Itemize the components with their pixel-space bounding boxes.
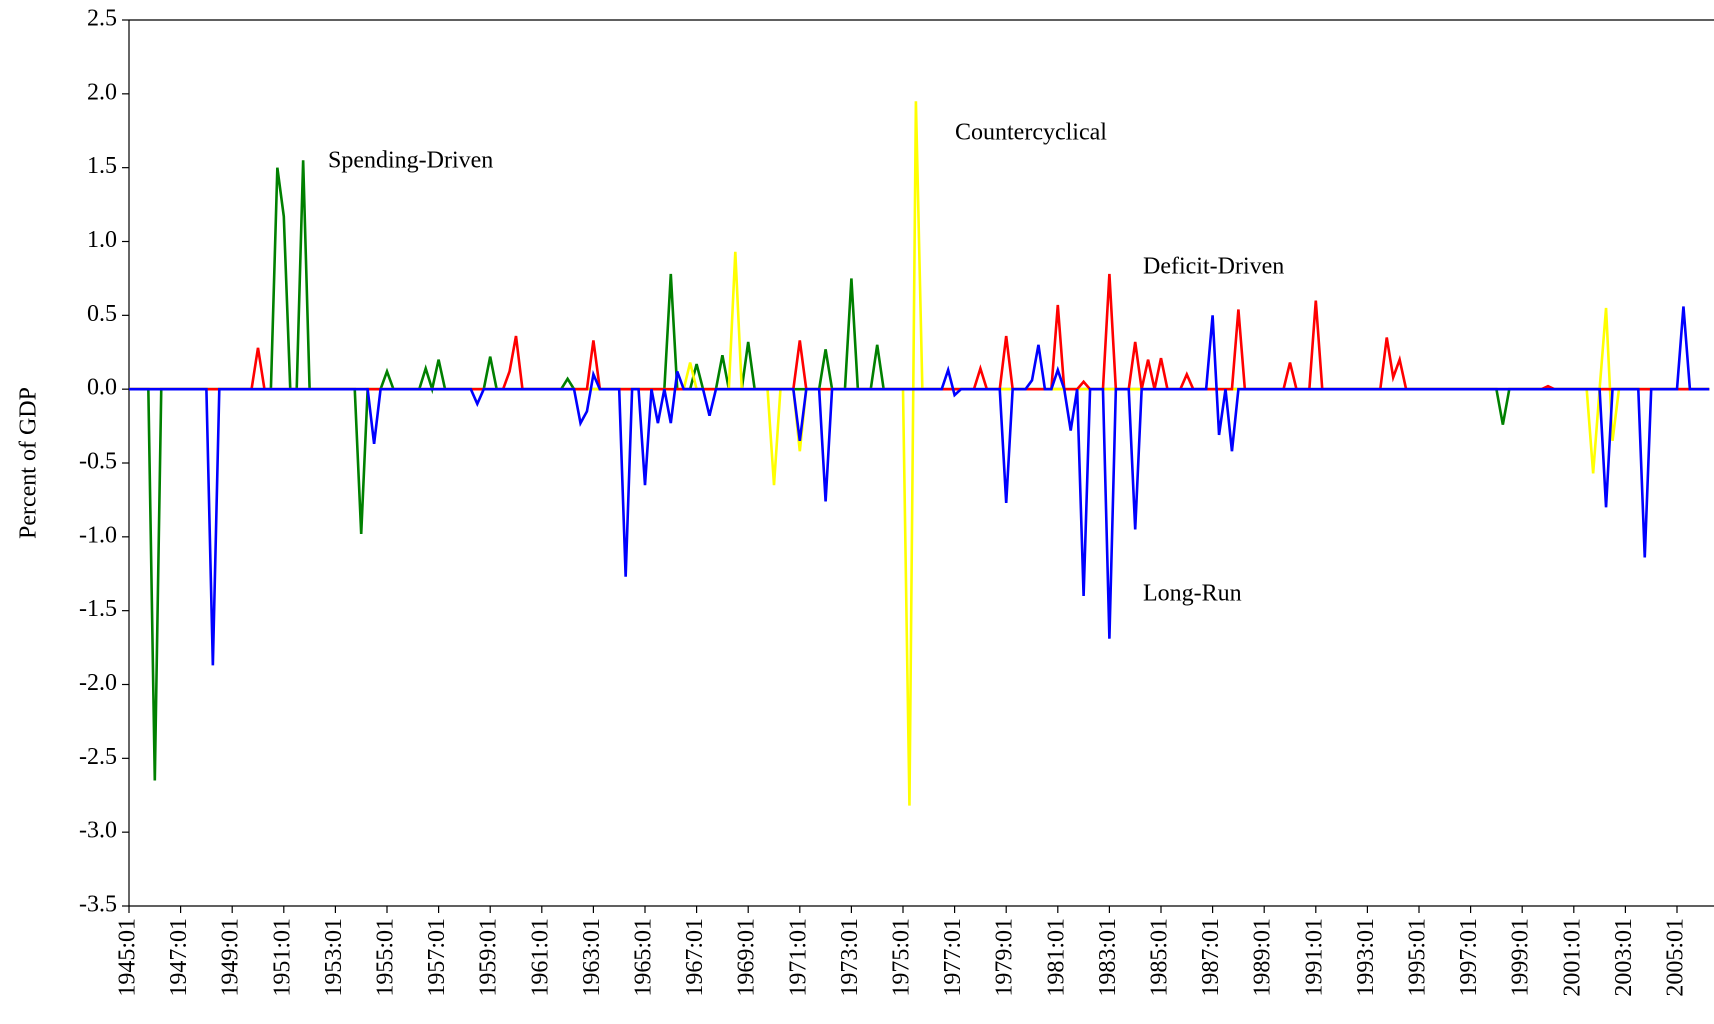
- y-tick-label: 1.0: [87, 227, 117, 253]
- x-tick-label: 1993:01: [1353, 918, 1379, 997]
- x-tick-label: 1949:01: [218, 918, 244, 997]
- x-tick-label: 1979:01: [992, 918, 1018, 997]
- y-tick-label: -0.5: [79, 449, 117, 475]
- y-tick-label: -2.0: [79, 670, 117, 696]
- x-tick-label: 1963:01: [579, 918, 605, 997]
- x-tick-label: 1953:01: [321, 918, 347, 997]
- x-tick-label: 2005:01: [1663, 918, 1689, 997]
- series-label: Spending-Driven: [328, 148, 493, 174]
- x-tick-label: 1961:01: [527, 918, 553, 997]
- x-tick-label: 1995:01: [1405, 918, 1431, 997]
- x-tick-label: 1947:01: [166, 918, 192, 997]
- x-tick-label: 1957:01: [424, 918, 450, 997]
- y-tick-label: -3.5: [79, 892, 117, 918]
- x-tick-label: 1997:01: [1456, 918, 1482, 997]
- y-tick-label: 2.0: [87, 79, 117, 105]
- x-tick-label: 1989:01: [1250, 918, 1276, 997]
- x-tick-label: 1955:01: [373, 918, 399, 997]
- series-line: [129, 306, 1710, 666]
- x-tick-label: 1991:01: [1301, 918, 1327, 997]
- y-tick-label: -1.0: [79, 522, 117, 548]
- x-tick-label: 1985:01: [1147, 918, 1173, 997]
- x-tick-label: 1951:01: [269, 918, 295, 997]
- x-tick-label: 2001:01: [1559, 918, 1585, 997]
- x-tick-label: 1975:01: [889, 918, 915, 997]
- y-tick-label: -3.0: [79, 818, 117, 844]
- series-label: Long-Run: [1143, 581, 1242, 607]
- y-tick-label: 0.0: [87, 375, 117, 401]
- y-tick-label: -1.5: [79, 596, 117, 622]
- x-tick-label: 1959:01: [476, 918, 502, 997]
- x-tick-label: 1987:01: [1198, 918, 1224, 997]
- x-tick-label: 1999:01: [1508, 918, 1534, 997]
- x-tick-label: 1967:01: [682, 918, 708, 997]
- y-tick-label: -2.5: [79, 744, 117, 770]
- series-label: Deficit-Driven: [1143, 254, 1284, 280]
- x-tick-label: 1977:01: [940, 918, 966, 997]
- x-tick-label: 1981:01: [1043, 918, 1069, 997]
- y-tick-label: 1.5: [87, 153, 117, 179]
- x-tick-label: 1969:01: [734, 918, 760, 997]
- x-tick-label: 1973:01: [837, 918, 863, 997]
- series-label: Countercyclical: [955, 120, 1107, 146]
- x-tick-label: 1983:01: [1095, 918, 1121, 997]
- y-axis-label: Percent of GDP: [16, 387, 42, 539]
- x-tick-label: 1945:01: [115, 918, 141, 997]
- x-tick-label: 2003:01: [1611, 918, 1637, 997]
- x-tick-label: 1965:01: [631, 918, 657, 997]
- y-tick-label: 2.5: [87, 6, 117, 32]
- y-tick-label: 0.5: [87, 301, 117, 327]
- x-tick-label: 1971:01: [785, 918, 811, 997]
